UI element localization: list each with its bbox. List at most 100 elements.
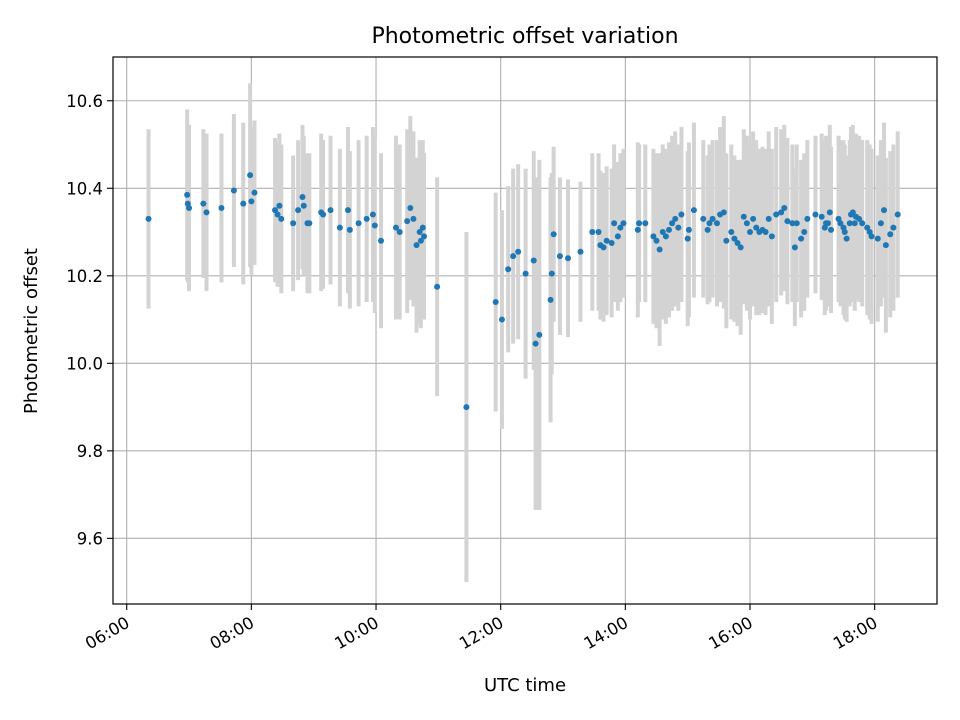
- data-point: [299, 194, 306, 201]
- data-point: [713, 220, 720, 227]
- data-point: [877, 220, 884, 227]
- data-point: [750, 215, 757, 222]
- data-point: [295, 207, 302, 214]
- data-point: [184, 191, 191, 198]
- data-point: [510, 253, 517, 260]
- data-point: [765, 215, 772, 222]
- data-point: [734, 239, 741, 246]
- data-point: [864, 224, 871, 231]
- data-point: [556, 253, 563, 260]
- data-point: [407, 204, 414, 211]
- data-point: [728, 229, 735, 236]
- data-point: [608, 239, 615, 246]
- data-point: [743, 220, 750, 227]
- data-point: [812, 211, 819, 218]
- data-point: [843, 235, 850, 242]
- data-point: [781, 204, 788, 211]
- data-point: [371, 222, 378, 229]
- data-point: [434, 283, 441, 290]
- data-point: [723, 237, 730, 244]
- data-point: [720, 209, 727, 216]
- data-point: [669, 220, 676, 227]
- data-point: [463, 404, 470, 411]
- data-point: [306, 220, 313, 227]
- data-point: [824, 220, 831, 227]
- data-point: [276, 202, 283, 209]
- data-point: [290, 220, 297, 227]
- data-point: [675, 224, 682, 231]
- data-point: [665, 226, 672, 233]
- data-point: [344, 207, 351, 214]
- data-point: [336, 224, 343, 231]
- data-point: [894, 211, 901, 218]
- data-point: [737, 244, 744, 251]
- data-point: [887, 231, 894, 238]
- data-point: [419, 224, 426, 231]
- data-point: [634, 226, 641, 233]
- data-point: [778, 209, 785, 216]
- data-point: [656, 246, 663, 253]
- data-point: [300, 202, 307, 209]
- data-point: [617, 224, 624, 231]
- data-point: [327, 207, 334, 214]
- data-point: [731, 235, 738, 242]
- data-point: [320, 211, 327, 218]
- data-point: [600, 244, 607, 251]
- data-point: [653, 237, 660, 244]
- data-point: [416, 229, 423, 236]
- data-point: [378, 237, 385, 244]
- data-point: [595, 229, 602, 236]
- y-axis-ticks: 9.6 9.8 10.0 10.2 10.4 10.6: [66, 92, 113, 548]
- data-point: [614, 233, 621, 240]
- y-tick-label: 9.6: [77, 529, 103, 548]
- data-point: [793, 220, 800, 227]
- y-tick-label: 10.0: [66, 354, 103, 373]
- data-point: [363, 215, 370, 222]
- data-point: [498, 316, 505, 323]
- data-point: [203, 209, 210, 216]
- data-point: [404, 218, 411, 225]
- data-point: [565, 255, 572, 262]
- data-point: [882, 242, 889, 249]
- data-point: [247, 172, 254, 179]
- data-point: [818, 213, 825, 220]
- y-tick-label: 9.8: [77, 442, 103, 461]
- data-point: [704, 226, 711, 233]
- data-point: [791, 244, 798, 251]
- y-tick-label: 10.6: [66, 92, 103, 111]
- data-point: [690, 207, 697, 214]
- data-point: [685, 226, 692, 233]
- data-point: [798, 235, 805, 242]
- data-point: [851, 220, 858, 227]
- data-point: [278, 215, 285, 222]
- data-point: [801, 229, 808, 236]
- data-point: [417, 237, 424, 244]
- data-point: [522, 270, 529, 277]
- data-point: [218, 204, 225, 211]
- data-point: [789, 220, 796, 227]
- data-point: [709, 215, 716, 222]
- data-point: [747, 229, 754, 236]
- data-point: [740, 213, 747, 220]
- data-point: [846, 220, 853, 227]
- data-point: [762, 229, 769, 236]
- data-point: [700, 215, 707, 222]
- data-point: [826, 209, 833, 216]
- data-point: [492, 299, 499, 306]
- y-axis-label: Photometric offset: [21, 248, 42, 414]
- data-point: [392, 224, 399, 231]
- data-point: [589, 229, 596, 236]
- y-tick-label: 10.4: [66, 179, 103, 198]
- data-point: [611, 220, 618, 227]
- data-point: [274, 211, 281, 218]
- data-point: [684, 235, 691, 242]
- data-point: [768, 233, 775, 240]
- data-point: [828, 226, 835, 233]
- data-point: [230, 187, 237, 194]
- data-point: [874, 235, 881, 242]
- data-point: [856, 215, 863, 222]
- data-point: [577, 248, 584, 255]
- chart-title: Photometric offset variation: [371, 24, 678, 49]
- data-point: [659, 229, 666, 236]
